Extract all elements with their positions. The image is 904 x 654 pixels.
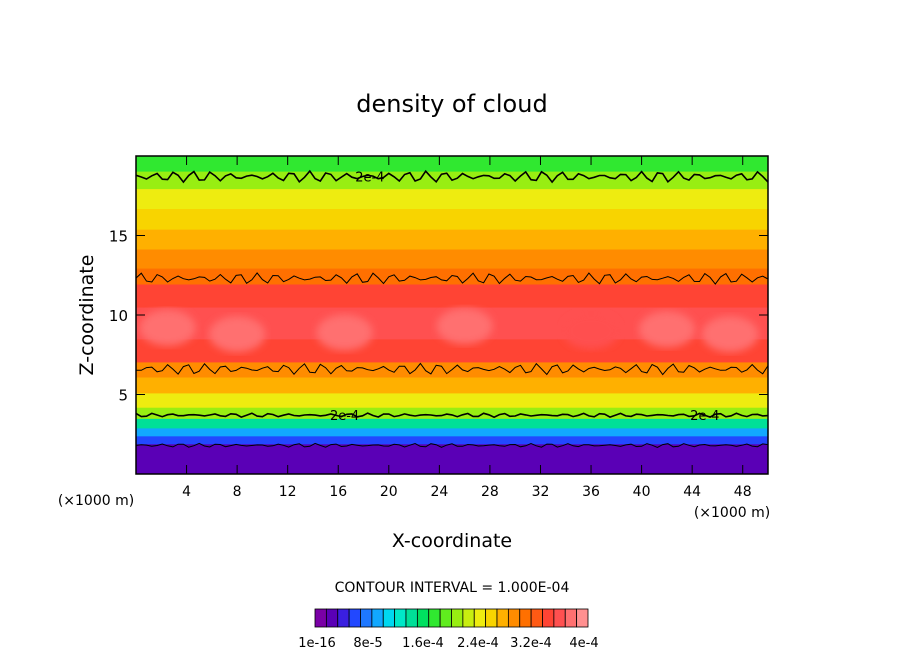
y-tick-label: 15 xyxy=(109,228,128,246)
colorbar-swatch xyxy=(462,608,475,628)
core-max-blob xyxy=(638,311,695,348)
y-tick-label: 5 xyxy=(118,387,128,405)
colorbar-swatch xyxy=(473,608,487,628)
colorbar-label: 2.4e-4 xyxy=(457,636,499,651)
x-tick-label: 4 xyxy=(182,484,191,500)
core-max-blob xyxy=(702,316,759,353)
density-band xyxy=(136,268,768,285)
density-band xyxy=(136,283,768,308)
colorbar-label: 1.6e-4 xyxy=(402,636,444,651)
colorbar-swatch xyxy=(325,608,339,628)
y-axis-ticks: 5 10 15 xyxy=(109,228,768,405)
contour-line xyxy=(136,412,768,419)
colorbar-label: 3.2e-4 xyxy=(510,636,552,651)
core-max-blob xyxy=(316,314,373,351)
x-tick-label: 24 xyxy=(430,484,448,500)
density-band xyxy=(136,208,768,230)
x-tick-label: 28 xyxy=(481,484,499,500)
density-band xyxy=(136,338,768,363)
density-band xyxy=(136,427,768,437)
colorbar-swatch xyxy=(428,608,441,628)
colorbar-swatch xyxy=(519,608,532,628)
colorbar-swatch xyxy=(337,608,350,628)
density-band xyxy=(136,188,768,209)
core-max-blob xyxy=(436,308,493,345)
colorbar-swatch xyxy=(416,608,430,628)
x-tick-label: 8 xyxy=(233,484,242,500)
colorbar-swatch xyxy=(496,608,509,628)
density-band xyxy=(136,249,768,269)
colorbar-swatch xyxy=(451,608,464,628)
colorbar-swatch xyxy=(485,608,498,628)
x-unit-left: (×1000 m) xyxy=(58,493,134,509)
contour-interval-text: CONTOUR INTERVAL = 1.000E-04 xyxy=(335,580,570,596)
colorbar-swatch xyxy=(405,608,418,628)
x-axis-ticks: 4 8 12 16 20 24 28 32 36 40 44 48 xyxy=(182,156,752,500)
density-band xyxy=(136,229,768,250)
x-tick-label: 48 xyxy=(734,484,752,500)
density-band xyxy=(136,377,768,394)
contour-line xyxy=(136,169,768,184)
colorbar-swatch xyxy=(382,608,396,628)
density-band xyxy=(136,156,768,172)
core-max-blobs xyxy=(139,308,759,353)
core-max-blob xyxy=(209,316,266,353)
colorbar-label: 4e-4 xyxy=(569,636,598,651)
colorbar-labels: 1e-16 8e-5 1.6e-4 2.4e-4 3.2e-4 4e-4 xyxy=(298,636,598,651)
colorbar-label: 8e-5 xyxy=(353,636,382,651)
density-band xyxy=(136,407,768,419)
contour-lines xyxy=(136,169,768,448)
colorbar xyxy=(314,608,589,628)
colorbar-swatch xyxy=(348,608,361,628)
x-tick-label: 44 xyxy=(683,484,701,500)
colorbar-swatch xyxy=(394,608,407,628)
colorbar-swatch xyxy=(542,608,555,628)
density-band xyxy=(136,392,768,408)
contour-label: 2e-4 xyxy=(330,409,359,424)
contour-label: 2e-4 xyxy=(690,409,719,424)
x-tick-label: 32 xyxy=(532,484,550,500)
x-axis-label: X-coordinate xyxy=(392,530,512,552)
colorbar-swatch xyxy=(371,608,384,628)
colorbar-swatch xyxy=(507,608,521,628)
contour-line xyxy=(136,272,768,285)
density-band xyxy=(136,435,768,445)
colorbar-swatch xyxy=(360,608,373,628)
x-tick-label: 12 xyxy=(279,484,297,500)
contour-label: 2e-4 xyxy=(355,171,384,186)
x-tick-label: 40 xyxy=(633,484,651,500)
core-max-blob xyxy=(563,312,620,349)
colorbar-label: 1e-16 xyxy=(298,636,336,651)
x-tick-label: 20 xyxy=(380,484,398,500)
x-unit-right: (×1000 m) xyxy=(694,505,770,521)
contour-labels: 2e-4 2e-4 2e-4 xyxy=(330,171,719,425)
colorbar-swatch xyxy=(576,608,589,628)
y-axis-label: Z-coordinate xyxy=(76,255,98,376)
colorbar-swatch xyxy=(314,608,327,628)
y-tick-label: 10 xyxy=(109,307,128,325)
density-band xyxy=(136,443,768,454)
density-band xyxy=(136,453,768,474)
core-max-blob xyxy=(139,309,196,346)
contour-line xyxy=(136,442,768,448)
x-tick-label: 16 xyxy=(329,484,347,500)
colorbar-swatch xyxy=(530,608,543,628)
chart-title: density of cloud xyxy=(356,90,547,118)
colorbar-swatch xyxy=(564,608,578,628)
contour-line xyxy=(136,362,768,376)
colorbar-swatch xyxy=(439,608,452,628)
density-band xyxy=(136,418,768,429)
x-tick-label: 36 xyxy=(582,484,600,500)
colorbar-swatch xyxy=(553,608,566,628)
